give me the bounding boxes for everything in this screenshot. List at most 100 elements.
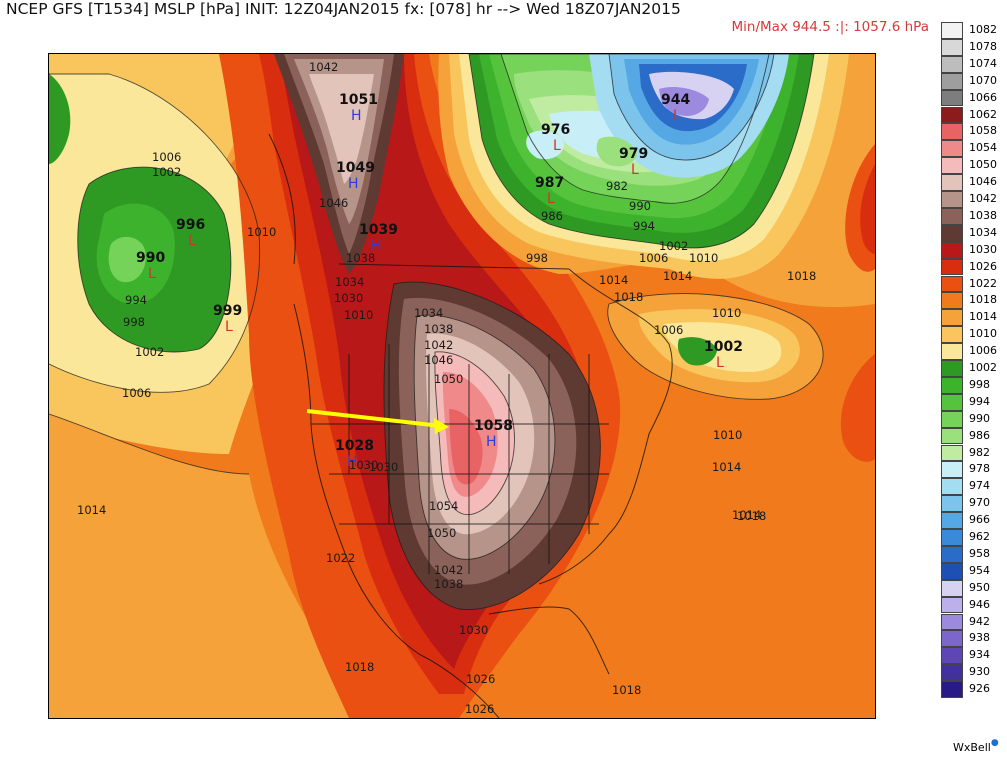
isobar-label: 998 (526, 251, 548, 265)
legend-swatch (941, 191, 963, 208)
legend-swatch (941, 55, 963, 73)
isobar-label: 1038 (434, 577, 463, 591)
isobar-label: 986 (541, 209, 563, 223)
isobar-label: 1010 (247, 225, 276, 239)
isobar-label: 1018 (614, 290, 643, 304)
legend-swatch (941, 309, 963, 327)
isobar-label: 1022 (326, 551, 355, 565)
legend-swatch (941, 545, 963, 563)
legend-swatch (941, 664, 963, 682)
legend-label: 1038 (969, 208, 997, 222)
high-pressure-icon: H (347, 454, 358, 470)
pressure-center-value: 1058 (474, 418, 513, 434)
legend-label: 938 (969, 631, 990, 645)
pressure-center-value: 976 (541, 122, 570, 138)
isobar-label: 1042 (434, 563, 463, 577)
isobar-label: 1046 (319, 196, 348, 210)
legend-label: 1034 (969, 225, 997, 239)
isobar-label: 1018 (345, 660, 374, 674)
legend-swatch (941, 444, 963, 462)
isobar-label: 1042 (424, 338, 453, 352)
legend-label: 954 (969, 563, 990, 577)
isobar-label: 1018 (787, 269, 816, 283)
isobar-label: 1042 (309, 60, 338, 74)
legend-swatch (941, 258, 963, 276)
high-pressure-icon: H (486, 434, 497, 450)
legend-swatch (941, 38, 963, 56)
legend-swatch (941, 123, 963, 141)
legend-label: 958 (969, 546, 990, 560)
legend-label: 1062 (969, 107, 997, 121)
isobar-label: 994 (633, 219, 655, 233)
low-pressure-icon: L (553, 138, 561, 154)
legend-swatch (941, 207, 963, 225)
isobar-label: 1006 (152, 150, 181, 164)
isobar-label: 1026 (465, 702, 494, 716)
pressure-center-value: 1028 (335, 438, 374, 454)
legend-swatch (941, 478, 963, 496)
high-pressure-icon: H (348, 176, 359, 192)
isobar-label: 1014 (77, 503, 106, 517)
legend-swatch (941, 292, 963, 310)
legend-swatch (941, 140, 963, 158)
legend-label: 962 (969, 530, 990, 543)
legend-swatch (941, 360, 963, 377)
legend-label: 982 (969, 445, 990, 459)
legend-label: 1070 (969, 73, 997, 87)
legend-label: 1066 (969, 90, 997, 104)
map-title: NCEP GFS [T1534] MSLP [hPa] INIT: 12Z04J… (6, 0, 681, 18)
legend-swatch (941, 495, 963, 513)
legend-swatch (941, 224, 963, 242)
legend-label: 930 (969, 665, 990, 679)
min-max-readout: Min/Max 944.5 :|: 1057.6 hPa (731, 19, 929, 35)
legend-label: 1018 (969, 293, 997, 307)
isobar-label: 1046 (424, 353, 453, 367)
legend-swatch (941, 579, 963, 597)
low-pressure-icon: L (631, 162, 639, 178)
legend-swatch (941, 393, 963, 411)
high-pressure-icon: H (351, 108, 362, 124)
legend-swatch (941, 410, 963, 428)
legend-label: 1082 (969, 23, 997, 36)
isobar-label: 1014 (599, 273, 628, 287)
low-pressure-icon: L (673, 108, 681, 124)
isobar-label: 1010 (712, 306, 741, 320)
pressure-center-value: 979 (619, 146, 648, 162)
legend-label: 1058 (969, 124, 997, 138)
legend-swatch (941, 376, 963, 394)
isobar-label: 990 (629, 199, 651, 213)
isobar-label: 998 (123, 315, 145, 329)
isobar-label: 1002 (135, 345, 164, 359)
legend-label: 1022 (969, 276, 997, 290)
legend-swatch (941, 106, 963, 124)
legend-label: 1054 (969, 141, 997, 155)
legend-swatch (941, 275, 963, 293)
legend-swatch (941, 343, 963, 360)
legend-label: 1078 (969, 39, 997, 53)
isobar-label: 1038 (346, 251, 375, 265)
pressure-center-value: 987 (535, 175, 564, 191)
isobar-label: 994 (125, 293, 147, 307)
legend-label: 946 (969, 597, 990, 611)
legend-label: 1042 (969, 192, 997, 205)
isobar-label: 1014 (732, 508, 761, 522)
pressure-map: 1051 H 1049 H 1039 H 1058 H 1028 H 990 L 996 L 999 L 976… (48, 53, 876, 719)
legend-label: 942 (969, 614, 990, 628)
low-pressure-icon: L (148, 266, 156, 282)
pressure-center-value: 944 (661, 92, 690, 108)
isobar-label: 1010 (689, 251, 718, 265)
isobar-label: 1026 (466, 672, 495, 686)
legend-swatch (941, 681, 963, 698)
isobar-label: 1034 (414, 306, 443, 320)
legend-label: 970 (969, 496, 990, 510)
legend-swatch (941, 22, 963, 39)
isobar-label: 1006 (654, 323, 683, 337)
pressure-center-value: 999 (213, 303, 242, 319)
legend-label: 978 (969, 462, 990, 476)
pressure-center-value: 1039 (359, 222, 398, 238)
wxbell-logo: WxBell● (953, 738, 999, 754)
legend-label: 974 (969, 479, 990, 493)
legend-label: 1006 (969, 344, 997, 358)
pressure-center-value: 996 (176, 217, 205, 233)
isobar-label: 1030 (349, 458, 378, 472)
